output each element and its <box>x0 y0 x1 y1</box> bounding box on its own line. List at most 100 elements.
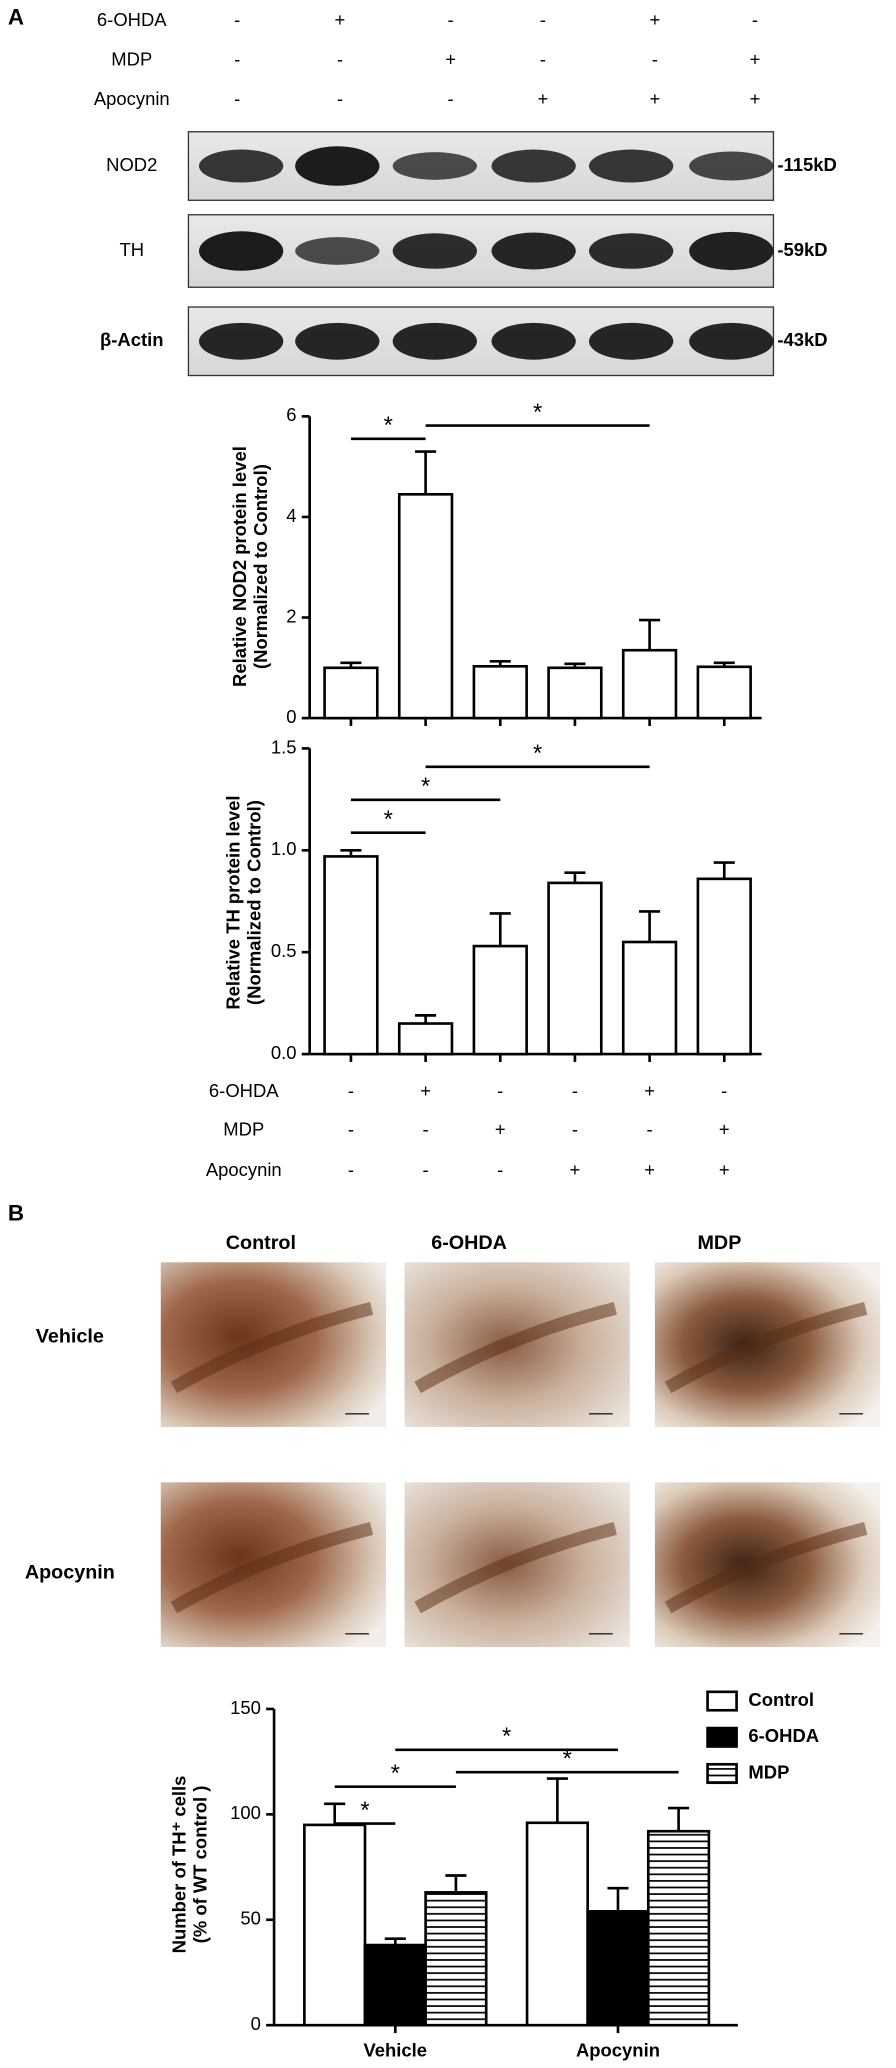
treatment-sign: - <box>348 1159 354 1180</box>
y-tick-label: 100 <box>230 1802 261 1823</box>
blot-strip <box>187 214 775 288</box>
y-tick-label: 6 <box>286 404 296 425</box>
treatment-label: 6-OHDA <box>97 9 167 30</box>
significance-label: * <box>563 1747 572 1773</box>
panel-label: A <box>8 4 24 29</box>
micrograph-tract <box>170 1522 374 1614</box>
treatment-sign: - <box>497 1159 503 1180</box>
treatment-sign: - <box>448 88 454 109</box>
significance-label: * <box>391 1761 400 1787</box>
significance-label: * <box>360 1798 369 1824</box>
band-size: -59kD <box>777 239 827 260</box>
legend-swatch <box>706 1690 738 1712</box>
treatment-sign: + <box>570 1159 581 1180</box>
y-tick-label: 0 <box>286 706 296 727</box>
treatment-sign: - <box>572 1118 578 1139</box>
y-tick-label: 2 <box>286 605 296 626</box>
treatment-sign: - <box>234 48 240 69</box>
bar <box>547 666 603 720</box>
y-tick-label: 1.0 <box>271 838 297 859</box>
y-axis-label: (Normalized to Control) <box>250 464 271 669</box>
bar <box>621 940 678 1056</box>
treatment-sign: - <box>234 88 240 109</box>
treatment-sign: - <box>497 1080 503 1101</box>
y-axis-label: (% of WT control ) <box>189 1786 210 1944</box>
blot-band <box>588 149 674 183</box>
significance-label: * <box>533 741 542 767</box>
band-label: NOD2 <box>106 154 157 175</box>
blot-band <box>198 149 284 183</box>
blot-band <box>588 322 674 360</box>
micrograph-tract <box>414 1522 617 1614</box>
bar <box>363 1943 427 2027</box>
treatment-sign: + <box>537 88 548 109</box>
significance-label: * <box>502 1724 511 1750</box>
bar <box>696 665 752 720</box>
y-tick-label: 0.5 <box>271 940 297 961</box>
blot-strip <box>187 306 775 377</box>
significance-label: * <box>384 807 393 833</box>
panel-label: B <box>8 1201 24 1226</box>
blot-band <box>392 233 477 269</box>
band-size: -43kD <box>777 329 827 350</box>
blot-band <box>295 322 380 360</box>
treatment-label: MDP <box>111 48 152 69</box>
bar <box>323 855 379 1056</box>
treatment-sign: + <box>750 48 761 69</box>
blot-band <box>198 231 284 271</box>
bar <box>646 1829 711 2027</box>
treatment-label: 6-OHDA <box>209 1080 279 1101</box>
treatment-sign: + <box>495 1118 506 1139</box>
blot-band <box>689 322 774 360</box>
treatment-sign: - <box>423 1159 429 1180</box>
treatment-sign: - <box>721 1080 727 1101</box>
bar <box>303 1823 367 2027</box>
blot-band <box>588 233 674 269</box>
bar <box>397 1022 454 1056</box>
column-header: Control <box>226 1232 296 1254</box>
micrograph-tract <box>664 1302 868 1394</box>
blot-band <box>198 322 284 360</box>
treatment-sign: - <box>234 9 240 30</box>
treatment-sign: - <box>540 9 546 30</box>
y-tick-label: 0.0 <box>271 1042 297 1063</box>
blot-strip <box>187 131 775 201</box>
bar <box>323 666 379 720</box>
bar <box>397 492 454 720</box>
row-label: Vehicle <box>36 1326 104 1348</box>
treatment-label: Apocynin <box>206 1159 282 1180</box>
significance-label: * <box>421 774 430 800</box>
y-axis-label: Number of TH⁺ cells <box>168 1776 189 1954</box>
blot-band <box>491 232 576 270</box>
bar <box>696 877 752 1056</box>
band-size: -115kD <box>777 154 836 175</box>
y-tick-label: 50 <box>240 1908 261 1929</box>
treatment-sign: + <box>719 1118 730 1139</box>
treatment-sign: - <box>540 48 546 69</box>
x-tick-label: Apocynin <box>576 2039 660 2060</box>
row-label: Apocynin <box>25 1561 115 1583</box>
treatment-sign: - <box>337 48 343 69</box>
y-axis-label: Relative TH protein level <box>222 795 243 1009</box>
y-axis-label: Relative NOD2 protein level <box>229 446 250 687</box>
y-tick-label: 0 <box>251 2013 261 2034</box>
legend-swatch <box>706 1762 738 1785</box>
treatment-sign: - <box>752 9 758 30</box>
treatment-sign: - <box>572 1080 578 1101</box>
treatment-sign: + <box>649 88 660 109</box>
treatment-label: MDP <box>223 1118 264 1139</box>
significance-label: * <box>384 413 393 439</box>
bar <box>525 1821 589 2027</box>
bar <box>586 1910 650 2027</box>
blot-band <box>689 231 774 271</box>
bar <box>547 881 603 1056</box>
treatment-sign: + <box>644 1159 655 1180</box>
legend-label: MDP <box>748 1761 789 1782</box>
treatment-sign: + <box>445 48 456 69</box>
blot-band <box>689 151 774 181</box>
blot-band <box>295 237 380 265</box>
treatment-sign: - <box>647 1118 653 1139</box>
column-header: 6-OHDA <box>431 1232 507 1254</box>
treatment-sign: + <box>644 1080 655 1101</box>
column-header: MDP <box>697 1232 741 1254</box>
